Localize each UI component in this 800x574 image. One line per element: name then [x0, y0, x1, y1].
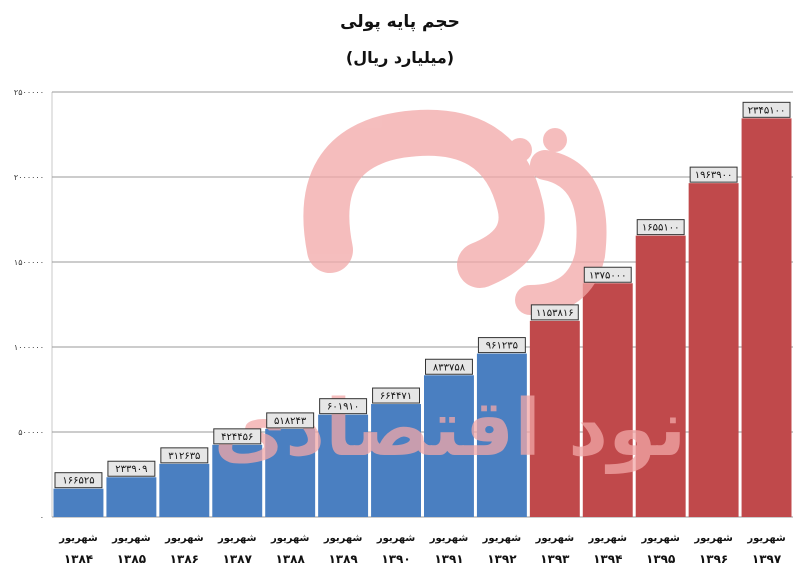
x-tick-year: ۱۳۸۹	[328, 552, 358, 566]
data-label: ۱۶۵۵۱۰۰	[642, 223, 680, 234]
watermark-text: نود اقتصادی	[214, 384, 687, 474]
data-label: ۲۳۳۹۰۹	[115, 464, 147, 475]
x-tick-year: ۱۳۹۰	[381, 552, 410, 566]
x-tick-month: شهریور	[111, 533, 151, 544]
bar	[741, 118, 792, 517]
data-label-box	[319, 398, 368, 415]
data-label-box	[636, 219, 685, 236]
x-tick-month: شهریور	[58, 533, 98, 544]
x-tick-year: ۱۳۸۸	[276, 552, 306, 566]
y-tick-label: ۱۰۰۰۰۰۰	[14, 343, 44, 352]
y-tick-label: ۵۰۰۰۰۰	[18, 428, 44, 437]
data-label-box	[266, 412, 315, 429]
x-tick-month: شهریور	[323, 533, 363, 544]
x-tick-month: شهریور	[376, 533, 416, 544]
data-label: ۵۱۸۲۴۳	[274, 416, 307, 427]
data-label-box	[742, 101, 791, 118]
bar	[265, 428, 316, 517]
data-label: ۴۲۴۴۵۶	[221, 432, 253, 443]
data-label: ۶۶۴۴۷۱	[380, 391, 412, 402]
x-tick-year: ۱۳۹۲	[487, 552, 517, 566]
bar	[424, 375, 474, 517]
data-label-box	[425, 358, 473, 375]
x-tick-month: شهریور	[217, 533, 257, 544]
x-tick-month: شهریور	[164, 533, 204, 544]
data-label-box	[54, 472, 103, 489]
x-tick-year: ۱۳۸۴	[64, 552, 93, 566]
x-tick-month: شهریور	[270, 533, 310, 544]
data-label: ۱۶۶۵۲۵	[62, 476, 94, 487]
x-tick-month: شهریور	[746, 533, 786, 544]
data-label-box	[477, 337, 526, 354]
x-tick-year: ۱۳۹۱	[434, 552, 463, 566]
x-tick-year: ۱۳۹۴	[593, 552, 622, 566]
data-label-box	[530, 304, 579, 321]
bar	[318, 414, 369, 517]
data-label: ۶۰۱۹۱۰	[327, 402, 359, 413]
watermark-logo: نود اقتصادی	[214, 109, 687, 474]
data-label: ۹۶۱۲۳۵	[486, 341, 518, 352]
bar	[476, 353, 527, 517]
bar	[53, 488, 104, 517]
bar	[371, 404, 421, 517]
x-tick-year: ۱۳۸۵	[117, 552, 146, 566]
x-tick-year: ۱۳۸۷	[223, 552, 253, 566]
x-tick-year: ۱۳۹۶	[699, 552, 728, 566]
data-label: ۳۱۲۶۳۵	[168, 451, 200, 462]
x-tick-month: شهریور	[482, 533, 522, 544]
bar	[212, 444, 263, 517]
x-tick-month: شهریور	[693, 533, 733, 544]
x-tick-month: شهریور	[588, 533, 628, 544]
data-label-box	[213, 428, 262, 445]
x-tick-month: شهریور	[640, 533, 680, 544]
y-tick-label: ۲۵۰۰۰۰۰	[14, 88, 44, 97]
data-label: ۲۳۴۵۱۰۰	[748, 105, 786, 116]
x-tick-year: ۱۳۹۵	[646, 552, 675, 566]
chart-title: حجم پایه پولی	[340, 12, 460, 32]
data-label: ۱۱۵۳۸۱۶	[536, 308, 574, 319]
data-label-box	[372, 387, 421, 404]
y-tick-label: ۲۰۰۰۰۰۰	[14, 173, 44, 182]
data-label-box	[583, 266, 632, 283]
bar	[106, 477, 157, 517]
bar	[635, 235, 686, 517]
x-tick-year: ۱۳۹۳	[540, 552, 570, 566]
x-tick-month: شهریور	[429, 533, 469, 544]
bar	[582, 283, 633, 517]
x-tick-year: ۱۳۹۷	[752, 552, 782, 566]
x-tick-year: ۱۳۸۶	[170, 552, 199, 566]
data-label-box	[160, 447, 209, 464]
data-label-box	[689, 166, 738, 183]
data-label: ۱۹۶۳۹۰۰	[695, 170, 733, 181]
bar	[159, 463, 210, 517]
data-label-box	[107, 460, 156, 477]
bar	[688, 183, 739, 517]
chart-subtitle: (میلیارد ریال)	[345, 48, 455, 67]
bar	[529, 320, 580, 517]
x-tick-month: شهریور	[535, 533, 575, 544]
y-tick-label: ۰	[40, 513, 44, 522]
y-tick-label: ۱۵۰۰۰۰۰	[14, 258, 44, 267]
data-label: ۱۳۷۵۰۰۰	[589, 270, 627, 281]
data-label: ۸۳۳۷۵۸	[433, 362, 466, 373]
